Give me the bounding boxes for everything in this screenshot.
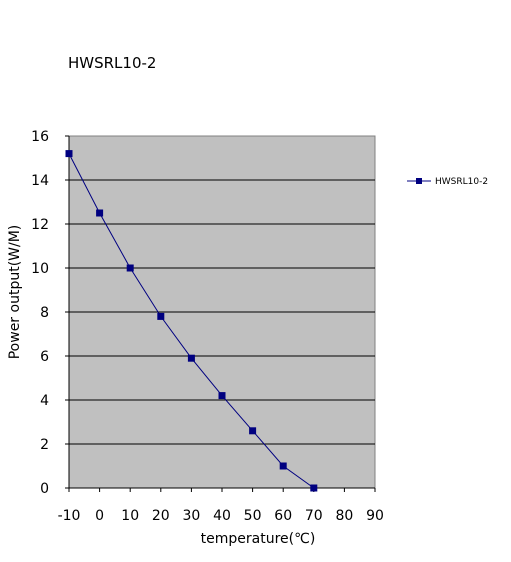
data-point-1 [96, 209, 104, 217]
axes [68, 136, 375, 489]
data-point-5 [218, 392, 226, 400]
y-tick-label-14: 14 [31, 173, 49, 189]
legend-marker-0 [416, 178, 422, 184]
chart-title: HWSRL10-2 [68, 54, 156, 72]
y-tick-labels: 0 2 4 6 8 10 12 14 16 [31, 129, 49, 497]
x-tick-label-90: 90 [366, 508, 384, 524]
y-axis-label: Power output(W/M) [7, 225, 23, 360]
x-tick-label-80: 80 [335, 508, 353, 524]
y-tick-label-12: 12 [31, 217, 49, 233]
y-tick-label-2: 2 [40, 437, 49, 453]
data-point-2 [126, 264, 134, 272]
x-tick-label-50: 50 [244, 508, 262, 524]
grid-lines [65, 135, 376, 492]
x-tick-label-70: 70 [305, 508, 323, 524]
data-point-0 [65, 150, 73, 158]
y-tick-label-16: 16 [31, 129, 49, 145]
x-axis-label: temperature(℃) [201, 531, 316, 547]
y-tick-label-10: 10 [31, 261, 49, 277]
x-tick-label-10: 10 [121, 508, 139, 524]
legend: HWSRL10-2 [407, 177, 488, 187]
data-point-4 [187, 354, 195, 362]
y-tick-label-0: 0 [40, 481, 49, 497]
y-tick-label-8: 8 [40, 305, 49, 321]
y-tick-label-4: 4 [40, 393, 49, 409]
legend-label-0: HWSRL10-2 [435, 177, 488, 187]
data-point-8 [310, 484, 318, 492]
x-tick-label-20: 20 [152, 508, 170, 524]
x-tick-label-60: 60 [274, 508, 292, 524]
x-tick-label-0: 0 [95, 508, 104, 524]
x-tick-label-30: 30 [182, 508, 200, 524]
series-group [65, 150, 318, 492]
data-point-7 [279, 462, 287, 470]
data-point-6 [249, 427, 257, 435]
x-tick-labels: -10 0 10 20 30 40 50 60 70 80 90 [58, 508, 384, 524]
x-tick-label--10: -10 [58, 508, 81, 524]
x-tick-label-40: 40 [213, 508, 231, 524]
data-point-3 [157, 312, 165, 320]
y-tick-label-6: 6 [40, 349, 49, 365]
